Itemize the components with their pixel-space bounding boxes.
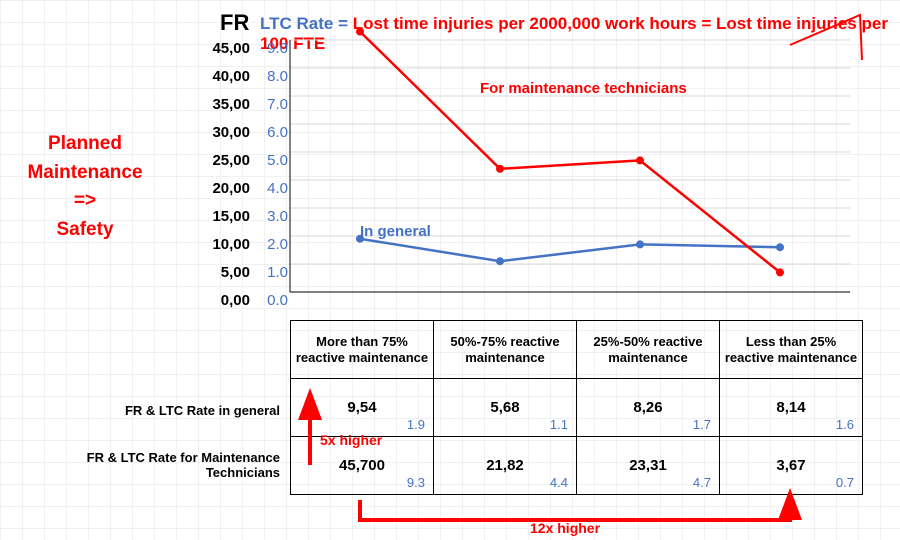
fr-tick: 25,00 xyxy=(190,147,250,175)
table-header: Less than 25% reactive maintenance xyxy=(720,321,863,379)
fr-tick: 10,00 xyxy=(190,231,250,259)
page: PlannedMaintenance=>Safety FR LTC Rate =… xyxy=(0,0,900,540)
fr-tick: 40,00 xyxy=(190,63,250,91)
table-header: More than 75% reactive maintenance xyxy=(291,321,434,379)
fr-tick: 15,00 xyxy=(190,203,250,231)
ltc-tick: 4.0 xyxy=(258,175,288,203)
table-cell: 9,541.9 xyxy=(291,379,434,437)
row-label-general: FR & LTC Rate in general xyxy=(50,403,280,418)
ltc-tick: 0.0 xyxy=(258,287,288,315)
ltc-prefix: LTC Rate = xyxy=(260,14,353,33)
table-cell: 8,261.7 xyxy=(577,379,720,437)
ltc-axis-ticks: 9.08.07.06.05.04.03.02.01.00.0 xyxy=(258,35,288,315)
annotation-5x: 5x higher xyxy=(320,432,382,448)
ltc-tick: 1.0 xyxy=(258,259,288,287)
ltc-tick: 2.0 xyxy=(258,231,288,259)
fr-tick: 20,00 xyxy=(190,175,250,203)
table-cell: 21,824.4 xyxy=(434,437,577,495)
ltc-tick: 7.0 xyxy=(258,91,288,119)
ltc-tick: 9.0 xyxy=(258,35,288,63)
table-header: 50%-75% reactive maintenance xyxy=(434,321,577,379)
fr-tick: 35,00 xyxy=(190,91,250,119)
annotation-12x: 12x higher xyxy=(530,520,600,536)
ltc-tick: 3.0 xyxy=(258,203,288,231)
series-label-blue: In general xyxy=(360,223,431,240)
fr-tick: 0,00 xyxy=(190,287,250,315)
data-table: More than 75% reactive maintenance50%-75… xyxy=(290,320,863,495)
table-header: 25%-50% reactive maintenance xyxy=(577,321,720,379)
row-label-tech: FR & LTC Rate for Maintenance Technician… xyxy=(50,450,280,480)
table-cell: 5,681.1 xyxy=(434,379,577,437)
table-cell: 3,670.7 xyxy=(720,437,863,495)
fr-tick: 30,00 xyxy=(190,119,250,147)
table-cell: 23,314.7 xyxy=(577,437,720,495)
ltc-tick: 5.0 xyxy=(258,147,288,175)
fr-tick: 5,00 xyxy=(190,259,250,287)
series-label-red: For maintenance technicians xyxy=(480,80,687,97)
fr-axis-label: FR xyxy=(220,10,249,36)
table-cell: 8,141.6 xyxy=(720,379,863,437)
ltc-tick: 6.0 xyxy=(258,119,288,147)
fr-tick: 45,00 xyxy=(190,35,250,63)
ltc-tick: 8.0 xyxy=(258,63,288,91)
side-title: PlannedMaintenance=>Safety xyxy=(20,130,150,244)
fr-axis-ticks: 45,0040,0035,0030,0025,0020,0015,0010,00… xyxy=(190,35,250,315)
